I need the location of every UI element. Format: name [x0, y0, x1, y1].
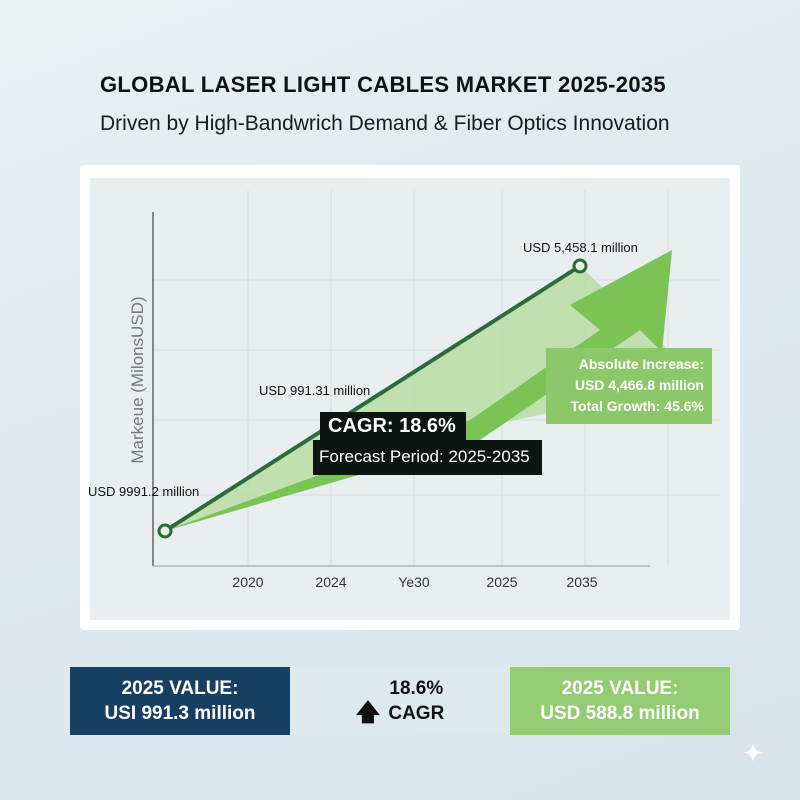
total-growth: Total Growth: 45.6% [570, 398, 704, 414]
sparkle-icon: ✦ [742, 738, 764, 768]
summary-middle: 🡅 18.6% CAGR [290, 667, 510, 735]
page-title: GLOBAL LASER LIGHT CABLES MARKET 2025-20… [100, 72, 666, 97]
absolute-title: Absolute Increase: [578, 356, 704, 372]
data-label: USD 9991.2 million [88, 484, 200, 499]
data-point-end [572, 258, 588, 274]
summary-left: 2025 VALUE: USI 991.3 million [70, 667, 290, 735]
absolute-increase-box: Absolute Increase: USD 4,466.8 million T… [546, 348, 712, 424]
data-label: USD 991.31 million [259, 383, 371, 398]
summary-right-value: USD 588.8 million [540, 703, 700, 724]
summary-cagr-value: 18.6% [389, 678, 444, 699]
forecast-annotation: Forecast Period: 2025-2035 [313, 440, 542, 475]
summary-right: 2025 VALUE: USD 588.8 million [510, 667, 730, 735]
x-tick-label: Ye30 [398, 574, 430, 590]
growth-arrow [165, 250, 672, 531]
absolute-value: USD 4,466.8 million [574, 377, 704, 393]
summary-cagr-label: CAGR [388, 703, 445, 724]
x-tick-label: 2025 [486, 574, 518, 590]
y-axis-label: Markeue (MilonsUSD) [128, 296, 147, 464]
x-tick-label: 2035 [566, 574, 598, 590]
growth-area [165, 266, 700, 531]
arrow-up-icon: 🡅 [355, 698, 381, 726]
series-line [163, 264, 582, 533]
x-tick-label: 2024 [315, 574, 347, 590]
summary-left-value: USI 991.3 million [104, 703, 256, 724]
page-subtitle: Driven by High-Bandwrich Demand & Fiber … [100, 112, 670, 135]
data-point-start [157, 523, 173, 539]
cagr-annotation: CAGR: 18.6% [320, 412, 466, 440]
data-label: USD 5,458.1 million [523, 240, 638, 255]
x-tick-label: 2020 [232, 574, 264, 590]
summary-right-title: 2025 VALUE: [561, 678, 679, 699]
summary-left-title: 2025 VALUE: [121, 678, 239, 699]
